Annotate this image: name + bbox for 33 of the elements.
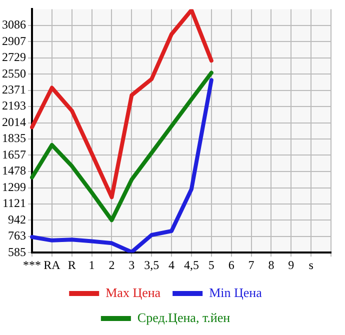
y-tick-label: 2193 [2,98,26,113]
y-tick-label: 763 [8,228,26,243]
x-tick-label: 3 [128,258,135,272]
legend-label: Min Цена [209,284,262,300]
y-tick-label: 2371 [2,82,26,97]
legend-label: Max Цена [106,284,161,300]
x-tick-label: 4,5 [184,258,199,272]
y-tick-label: 1478 [2,164,26,178]
y-tick-label: 2907 [2,34,26,48]
x-tick-label: 9 [288,258,294,272]
y-tick-label: 1299 [2,180,26,194]
x-tick-label: 2 [108,258,115,272]
y-tick-label: 1657 [2,147,26,162]
y-tick-label: 2014 [2,114,26,129]
x-tick-label: 5 [208,258,214,272]
x-tick-label: 4 [168,258,175,272]
y-tick-label: 2729 [2,50,26,64]
x-tick-label: R [68,258,76,272]
y-tick-label: 3086 [2,18,26,32]
x-tick-label: 3,5 [144,258,160,272]
x-tick-label: s [308,258,314,272]
x-tick-label: 7 [248,258,254,272]
legend-label: Сред.Цена, т.йен [137,310,230,325]
x-tick-label: RA [44,258,61,272]
x-tick-label: *** [23,258,41,272]
y-tick-label: 1835 [2,131,26,146]
x-tick-label: 8 [268,258,274,272]
y-tick-label: 1121 [2,196,26,210]
y-tick-label: 942 [8,212,26,226]
x-tick-label: 6 [228,258,234,272]
y-tick-label: 2550 [2,66,26,80]
y-tick-label: 585 [8,244,26,259]
x-tick-label: 1 [88,258,95,272]
